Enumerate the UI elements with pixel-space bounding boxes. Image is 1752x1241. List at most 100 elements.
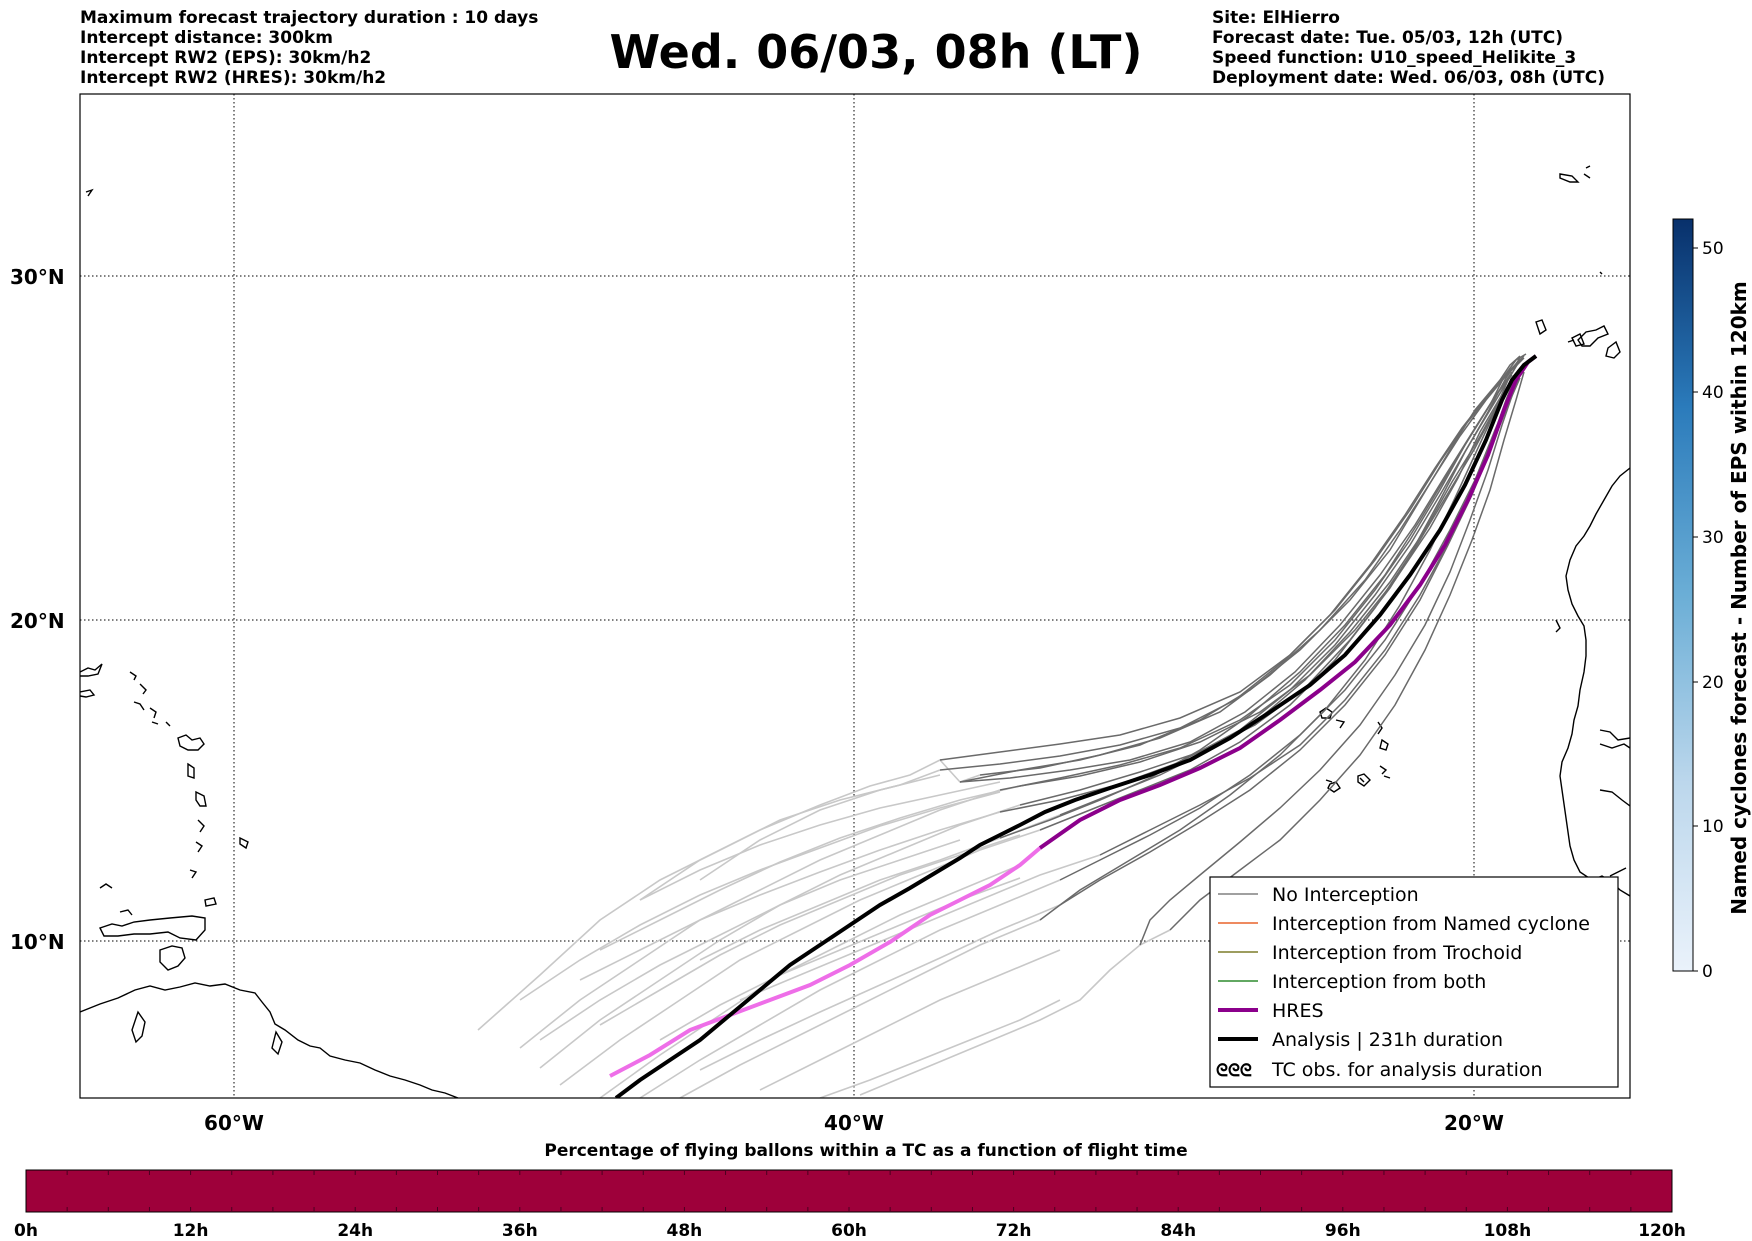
island-coast [271,1030,283,1056]
antilles-coast [133,701,145,711]
africa-coast [1559,467,1630,897]
africa-coast [1599,789,1630,807]
africa-coast [1609,867,1627,877]
lon-tick-label: 40°W [824,1111,884,1135]
analysis-trajectory [614,354,1538,1098]
canary-coast [1571,333,1585,347]
bottom-tick-label: 72h [996,1221,1032,1241]
map-content [80,94,1630,1098]
bottom-tick-label: 60h [831,1221,867,1241]
header-right-info: Site: ElHierro Forecast date: Tue. 05/03… [1212,8,1605,88]
africa-coast [1599,729,1630,741]
page-title: Wed. 06/03, 08h (LT) [0,22,1752,82]
colorbar-tick-label: 50 [1702,239,1724,259]
cape-verde-coast [1379,765,1388,775]
cape-verde-coast [1383,775,1391,779]
legend-box [1209,876,1619,1088]
venezuela-islands-coast [99,915,206,941]
hres-trajectory-early [609,846,1042,1078]
legend: No Interception Interception from Named … [1209,876,1619,1088]
colorbar-tick-label: 0 [1702,962,1713,982]
antilles-coast [151,721,159,725]
martinique-coast [195,790,207,807]
bottom-tick-label: 108h [1484,1221,1532,1241]
ensemble-dark-trajectories [939,353,1527,946]
st-lucia-coast [197,819,205,833]
bottom-tick-label: 96h [1325,1221,1361,1241]
trinidad-coast [159,945,186,971]
cape-verde-coast [1359,777,1365,783]
antilles-coast [80,689,96,698]
canary-coast [1567,339,1575,343]
header-left-line: Intercept RW2 (EPS): 30km/h2 [80,48,372,68]
bottom-colorbar-ticks: 0h 12h 24h 36h 48h 60h 72h 84h 96h 108h … [14,1221,1686,1241]
colorbar-tick-label: 20 [1702,673,1724,693]
azores-coast [1585,165,1591,169]
bottom-tick-label: 0h [14,1221,38,1241]
bottom-tick-label: 120h [1638,1221,1686,1241]
island-coast [131,1010,146,1044]
named-cyclones-colorbar: 0 10 20 30 40 50 Named cyclones forecast… [1672,218,1751,982]
legend-label: Interception from Named cyclone [1272,913,1590,935]
canary-coast [1535,319,1547,336]
bottom-tick-label: 36h [502,1221,538,1241]
antilles-coast [149,707,157,719]
bottom-tick-label: 48h [667,1221,703,1241]
cape-verde-coast [1357,773,1371,787]
bottom-tick-label: 12h [173,1221,209,1241]
antilles-coast [80,663,103,677]
bottom-colorbar-title: Percentage of flying ballons within a TC… [544,1141,1187,1161]
legend-label: HRES [1272,1000,1324,1022]
antilles-coast [99,883,113,889]
header-left-info: Maximum forecast trajectory duration : 1… [80,8,538,88]
header-right-line: Site: ElHierro [1212,8,1340,28]
tc-obs-icon: ᘓᘓᘓ [1216,1061,1252,1081]
bottom-tick-label: 24h [337,1221,373,1241]
header-left-line: Intercept RW2 (HRES): 30km/h2 [80,68,387,88]
cape-verde-coast [1325,779,1333,783]
africa-coast [1555,619,1561,633]
colorbar-gradient [1672,218,1694,972]
south-america-coast [80,982,459,1098]
header-right-line: Speed function: U10_speed_Helikite_3 [1212,48,1577,68]
dominica-coast [187,762,195,779]
grenada-coast [189,869,198,879]
legend-label: Interception from both [1272,971,1486,993]
legend-label: Analysis | 231h duration [1272,1029,1503,1051]
antilles-coast [129,671,137,681]
lat-tick-label: 30°N [10,265,65,289]
azores-coast [1583,173,1591,179]
lon-tick-label: 60°W [204,1111,264,1135]
bottom-tick-label: 84h [1160,1221,1196,1241]
colorbar-ticks [1693,247,1698,972]
colorbar-tick-label: 40 [1702,383,1724,403]
canary-coast [1605,340,1621,359]
antilles-coast [165,721,171,727]
st-vincent-coast [195,841,203,853]
cape-verde-coast [1335,719,1346,729]
africa-coast [1599,743,1630,749]
bermuda-coast [85,188,94,197]
colorbar-label: Named cyclones forecast - Number of EPS … [1727,281,1751,915]
legend-label: No Interception [1272,884,1419,906]
canary-coast [1577,325,1609,347]
antilles-coast [119,909,133,916]
colorbar-tick-label: 10 [1702,817,1724,837]
guadeloupe-coast [177,734,205,751]
coastlines [80,165,1630,1098]
header-right-line: Deployment date: Wed. 06/03, 08h (UTC) [1212,68,1606,88]
azores-coast [1559,173,1580,183]
header-left-line: Intercept distance: 300km [80,28,333,48]
azores-coast [1599,271,1603,275]
tobago-coast [204,897,217,907]
lat-tick-label: 20°N [10,609,65,633]
hres-trajectory [1038,354,1538,850]
antilles-coast [139,683,147,695]
legend-label: TC obs. for analysis duration [1271,1059,1543,1081]
colorbar-tick-label: 30 [1702,528,1724,548]
legend-label: Interception from Trochoid [1272,942,1522,964]
page-title-text: Wed. 06/03, 08h (LT) [609,25,1143,79]
cape-verde-coast [1379,738,1389,751]
header-right-line: Forecast date: Tue. 05/03, 12h (UTC) [1212,28,1563,48]
